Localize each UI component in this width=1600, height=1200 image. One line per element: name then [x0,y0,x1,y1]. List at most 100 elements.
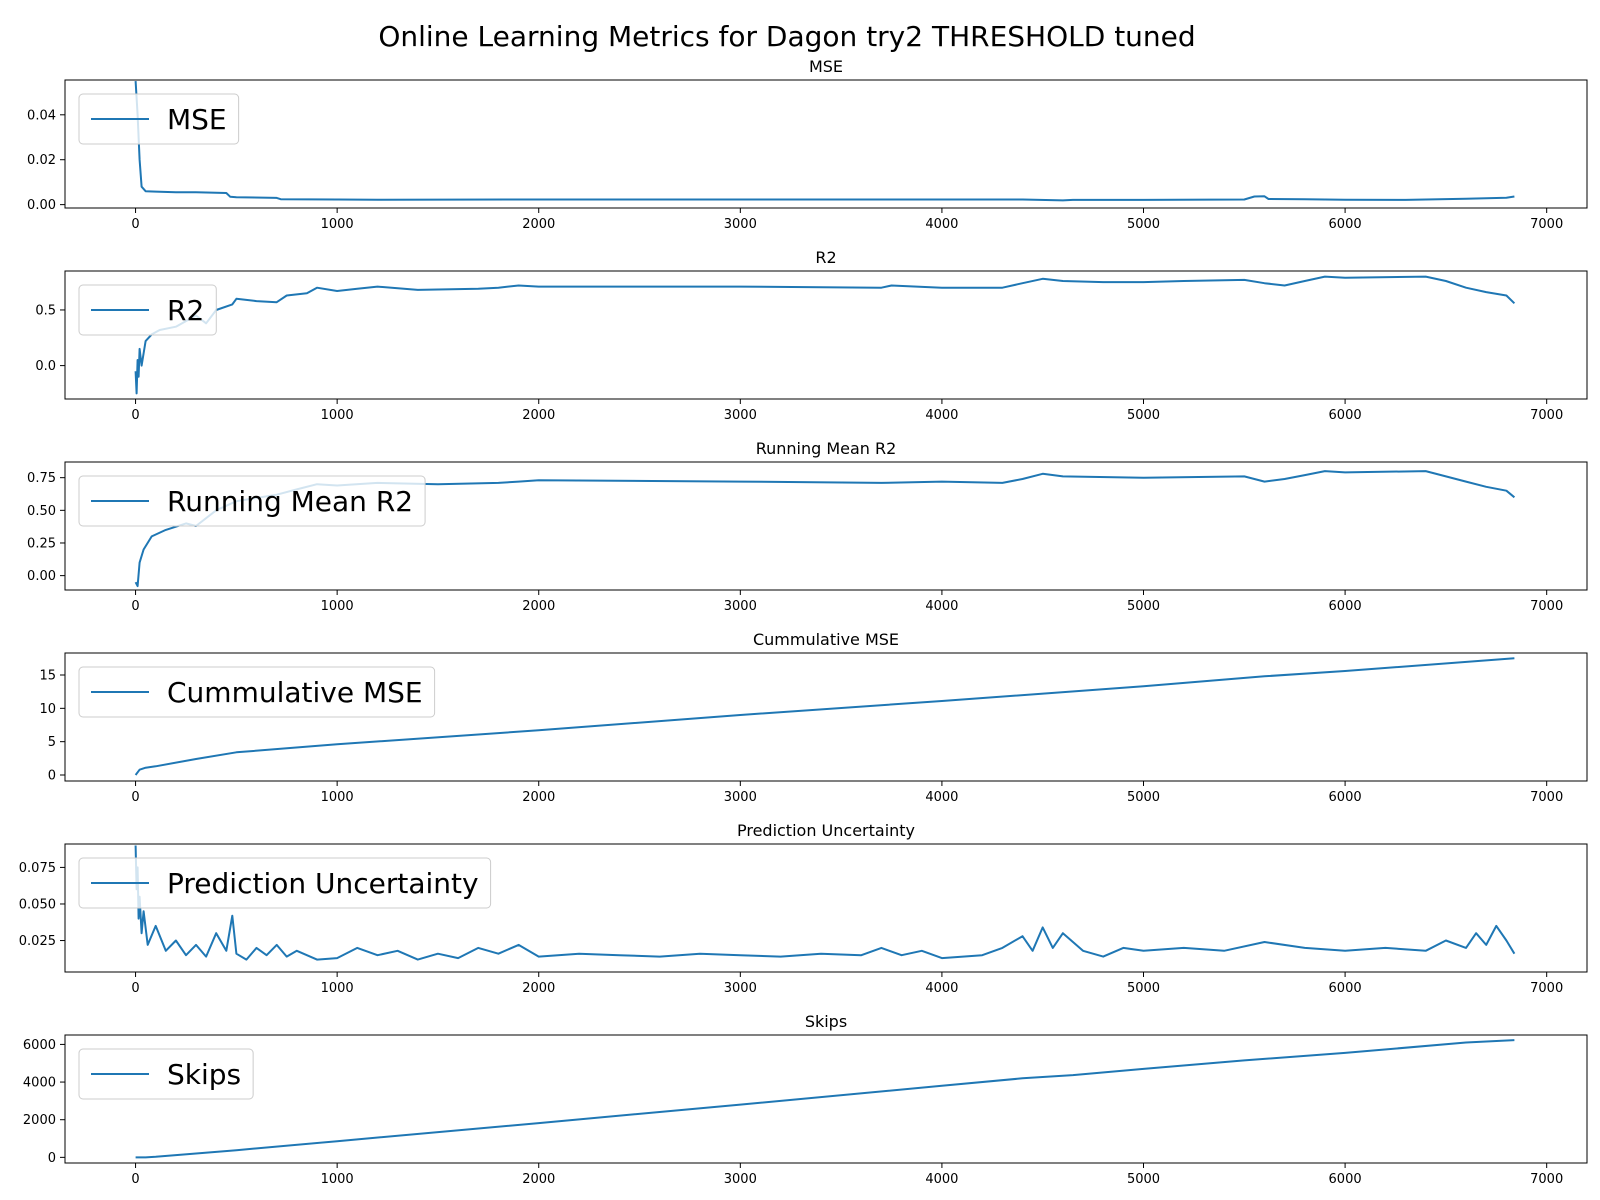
y-tick-label: 6000 [23,1038,56,1053]
x-tick-label: 3000 [724,217,757,232]
x-tick-label: 6000 [1329,790,1362,805]
legend-label: Cummulative MSE [167,676,423,709]
x-tick-label: 6000 [1329,1172,1362,1187]
x-tick-label: 4000 [925,599,958,614]
y-tick-label: 4000 [23,1076,56,1091]
x-tick-label: 7000 [1530,981,1563,996]
axes-frame [64,843,1588,973]
y-tick-label: 0.00 [27,198,56,213]
y-tick-label: 0.075 [19,861,56,876]
x-tick-label: 0 [131,599,139,614]
x-tick-label: 4000 [925,1172,958,1187]
legend-box [78,93,240,145]
axes-frame [64,652,1588,782]
x-tick-label: 0 [131,790,139,805]
y-tick-label: 0.75 [27,471,56,486]
legend-box [78,666,436,718]
y-tick-label: 10 [39,702,56,717]
x-tick-label: 5000 [1127,981,1160,996]
panel-title: Skips [805,1012,847,1031]
y-tick-label: 0.050 [19,897,56,912]
legend-box [78,1048,254,1100]
x-tick-label: 2000 [522,217,555,232]
y-tick-label: 0.04 [27,108,56,123]
panel-title: Prediction Uncertainty [737,821,915,840]
panel-title: R2 [815,248,836,267]
y-tick-label: 5 [48,735,56,750]
axes-frame [64,461,1588,591]
y-tick-label: 0.50 [27,504,56,519]
x-tick-label: 5000 [1127,408,1160,423]
x-tick-label: 2000 [522,599,555,614]
legend-box [78,857,492,909]
legend: Prediction Uncertainty [78,857,492,909]
x-tick-label: 0 [131,981,139,996]
x-tick-label: 0 [131,217,139,232]
x-tick-label: 6000 [1329,599,1362,614]
x-tick-label: 6000 [1329,217,1362,232]
x-tick-label: 5000 [1127,599,1160,614]
x-tick-label: 7000 [1530,217,1563,232]
x-tick-label: 2000 [522,981,555,996]
series-line [135,1039,1515,1159]
y-tick-label: 0.0 [35,359,56,374]
x-tick-label: 7000 [1530,790,1563,805]
x-tick-label: 1000 [321,217,354,232]
x-tick-label: 5000 [1127,1172,1160,1187]
panel-4: Prediction Uncertainty 0 1000 2000 3000 4000 5… [19,821,1588,996]
axes-frame [64,79,1588,209]
y-tick-label: 0 [48,1151,56,1166]
legend-label: Prediction Uncertainty [167,867,479,900]
x-tick-label: 3000 [724,790,757,805]
legend-label: R2 [167,294,204,327]
x-tick-label: 7000 [1530,408,1563,423]
x-tick-label: 0 [131,408,139,423]
x-tick-label: 4000 [925,217,958,232]
y-tick-label: 0 [48,769,56,784]
x-tick-label: 5000 [1127,217,1160,232]
x-tick-label: 7000 [1530,1172,1563,1187]
panel-5: Skips 0 1000 2000 3000 4000 5000 6000 7000 0 2000 4… [23,1012,1588,1187]
series-line [134,845,1516,961]
legend-label: Running Mean R2 [167,485,413,518]
x-tick-label: 1000 [321,408,354,423]
x-tick-label: 3000 [724,981,757,996]
x-tick-label: 2000 [522,408,555,423]
panel-title: Cummulative MSE [753,630,899,649]
panel-title: Running Mean R2 [756,439,897,458]
x-tick-label: 1000 [321,1172,354,1187]
axes-frame [64,270,1588,400]
axes-frame [64,1034,1588,1164]
series-line [134,657,1515,776]
x-tick-label: 5000 [1127,790,1160,805]
x-tick-label: 2000 [522,1172,555,1187]
y-tick-label: 0.00 [27,569,56,584]
panel-3: Cummulative MSE 0 1000 2000 3000 4000 5000 6000… [39,630,1588,805]
y-tick-label: 0.25 [27,536,56,551]
x-tick-label: 2000 [522,790,555,805]
x-tick-label: 7000 [1530,599,1563,614]
x-tick-label: 6000 [1329,408,1362,423]
panel-2: Running Mean R2 0 1000 2000 3000 4000 5000 6000… [27,439,1588,614]
x-tick-label: 3000 [724,408,757,423]
panel-title: MSE [809,57,843,76]
legend: R2 [78,284,217,336]
x-tick-label: 4000 [925,408,958,423]
panel-0: MSE 0 1000 2000 3000 4000 5000 6000 7000 0.00 0.02… [27,57,1588,232]
figure-title: Online Learning Metrics for Dagon try2 T… [378,20,1195,53]
legend-box [78,475,426,527]
legend: Skips [78,1048,254,1100]
x-tick-label: 1000 [321,790,354,805]
legend: Cummulative MSE [78,666,436,718]
panel-1: R2 0 1000 2000 3000 4000 5000 6000 7000 0.0 0.5 R2 [35,248,1588,423]
legend-label: Skips [167,1058,241,1091]
x-tick-label: 1000 [321,981,354,996]
y-tick-label: 0.025 [19,934,56,949]
y-tick-label: 0.5 [35,303,56,318]
y-tick-label: 2000 [23,1113,56,1128]
y-tick-label: 15 [39,669,56,684]
x-tick-label: 4000 [925,790,958,805]
x-tick-label: 1000 [321,599,354,614]
